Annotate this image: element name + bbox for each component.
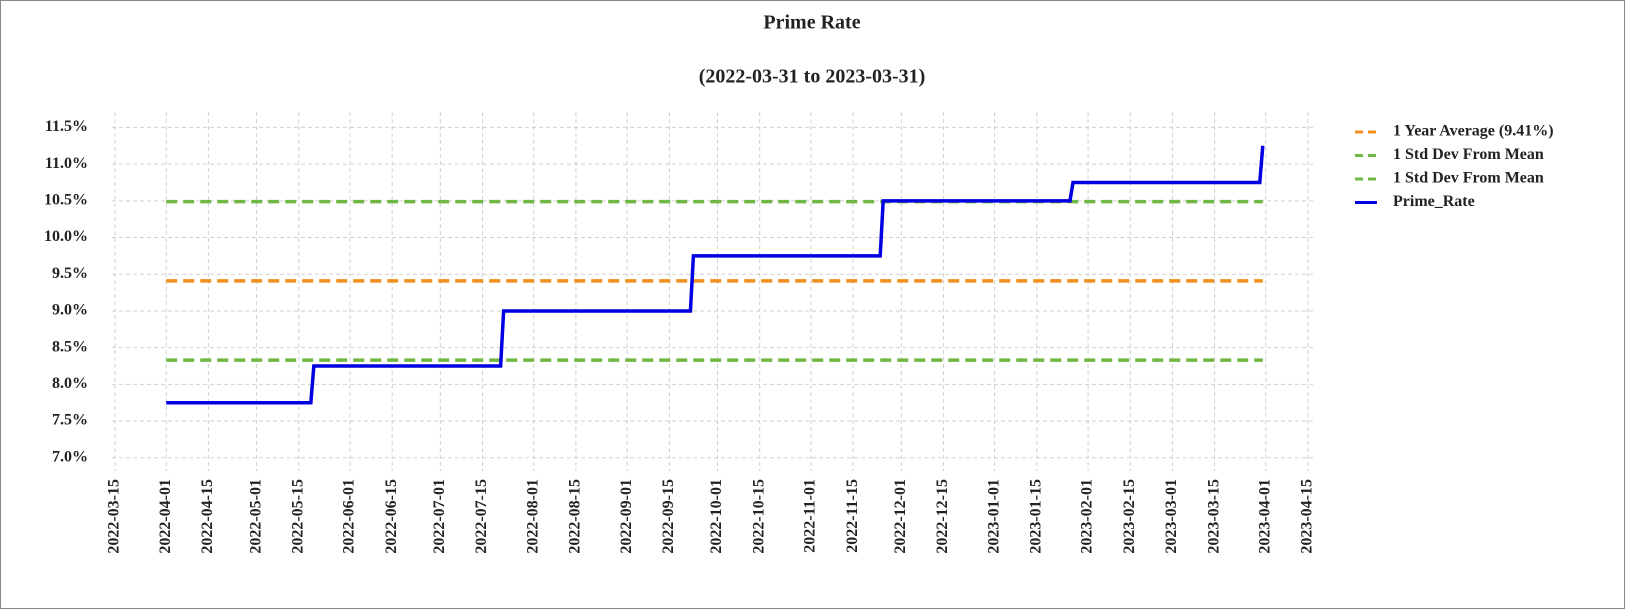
x-tick-label: 2022-09-01 [618, 479, 635, 554]
y-tick-label: 11.0% [45, 155, 88, 172]
legend-label: 1 Std Dev From Mean [1393, 170, 1544, 187]
legend-label: 1 Year Average (9.41%) [1393, 123, 1554, 140]
x-tick-label: 2022-06-15 [383, 479, 400, 554]
x-tick-label: 2023-01-15 [1028, 479, 1045, 554]
x-tick-label: 2022-09-15 [660, 479, 677, 554]
y-tick-label: 8.5% [52, 338, 88, 355]
x-tick-label: 2022-10-15 [750, 479, 767, 554]
x-tick-label: 2022-12-01 [892, 479, 909, 554]
x-tick-label: 2023-02-15 [1121, 479, 1138, 554]
y-tick-label: 11.5% [45, 118, 88, 135]
y-tick-label: 10.0% [44, 228, 88, 245]
x-tick-label: 2022-04-01 [157, 479, 174, 554]
x-tick-label: 2022-10-01 [708, 479, 725, 554]
x-tick-label: 2023-03-15 [1205, 479, 1222, 554]
x-tick-label: 2022-11-15 [844, 479, 861, 553]
x-tick-label: 2022-03-15 [106, 479, 123, 554]
chart-subtitle: (2022-03-31 to 2023-03-31) [699, 66, 926, 88]
x-tick-label: 2023-01-01 [985, 479, 1002, 554]
x-tick-label: 2023-04-01 [1256, 479, 1273, 554]
x-tick-label: 2022-06-01 [341, 479, 358, 554]
x-tick-label: 2022-04-15 [199, 479, 216, 554]
x-tick-label: 2022-08-15 [567, 479, 584, 554]
x-tick-label: 2022-05-01 [247, 479, 264, 554]
y-tick-label: 9.5% [52, 265, 88, 282]
chart-title: Prime Rate [763, 12, 860, 34]
x-tick-label: 2022-07-15 [473, 479, 490, 554]
y-tick-label: 7.5% [52, 412, 88, 429]
y-tick-label: 7.0% [52, 448, 88, 465]
x-tick-label: 2022-12-15 [934, 479, 951, 554]
y-tick-label: 10.5% [44, 192, 88, 209]
y-tick-label: 8.0% [52, 375, 88, 392]
x-tick-label: 2022-11-01 [802, 479, 819, 553]
x-tick-label: 2023-03-01 [1163, 479, 1180, 554]
legend-label: Prime_Rate [1393, 193, 1475, 210]
legend-label: 1 Std Dev From Mean [1393, 146, 1544, 163]
x-tick-label: 2023-02-01 [1079, 479, 1096, 554]
x-tick-label: 2022-08-01 [524, 479, 541, 554]
x-tick-label: 2022-05-15 [289, 479, 306, 554]
y-tick-label: 9.0% [52, 302, 88, 319]
series-line [166, 145, 1265, 405]
x-tick-label: 2023-04-15 [1299, 479, 1316, 554]
x-tick-label: 2022-07-01 [431, 479, 448, 554]
